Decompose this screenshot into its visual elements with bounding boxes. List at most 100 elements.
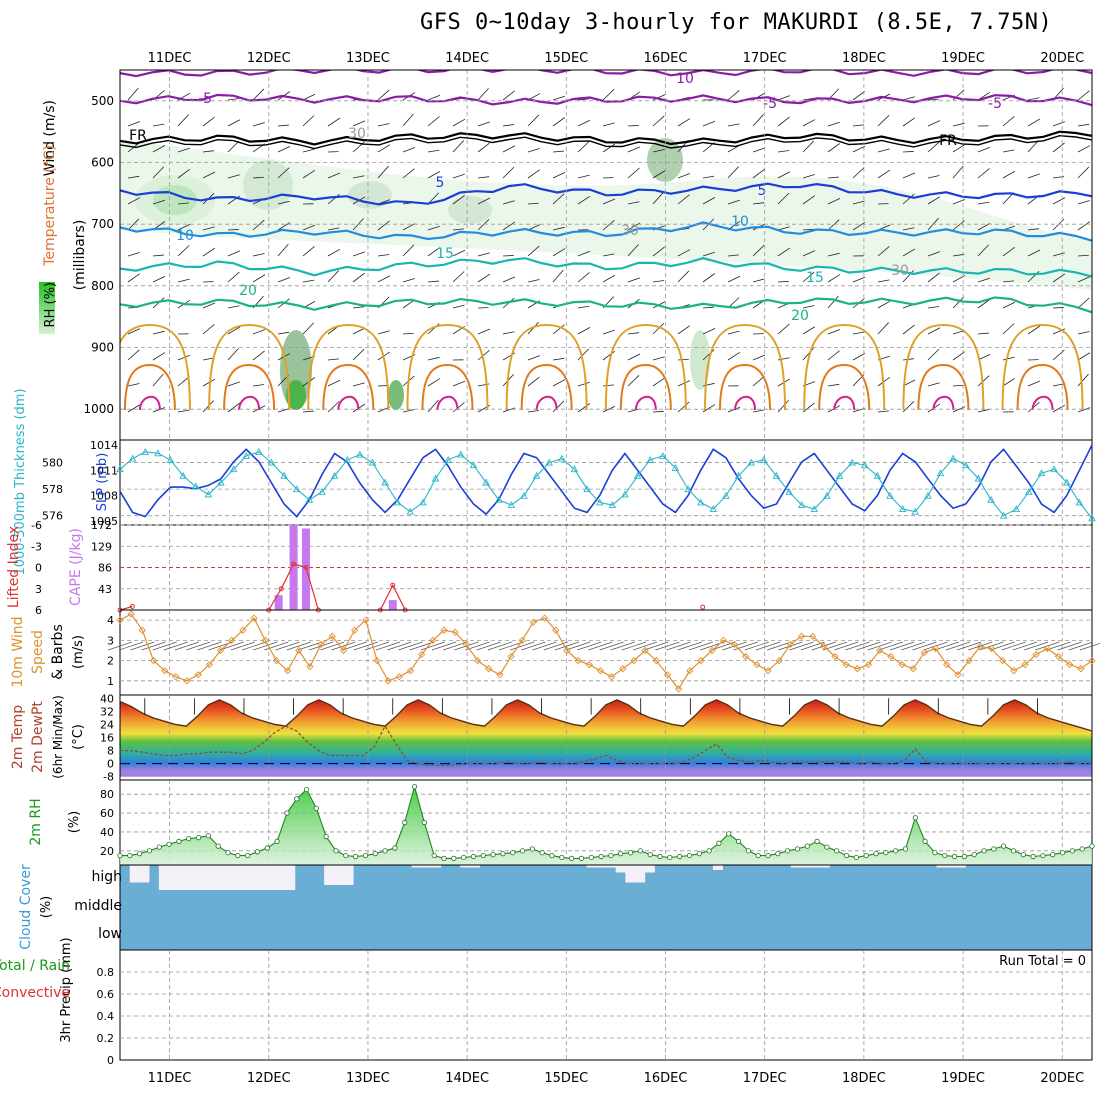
wind-barb-10m bbox=[845, 641, 870, 651]
wind-barb bbox=[477, 88, 489, 101]
thick-ylabel: 1000-500mb Thickness (dm) bbox=[13, 388, 28, 575]
wind-barb bbox=[127, 273, 141, 283]
wind-barb-10m bbox=[241, 641, 267, 651]
wind-barb bbox=[1027, 249, 1041, 257]
rh-marker bbox=[647, 852, 653, 858]
rh-marker bbox=[804, 843, 810, 849]
wind-barb bbox=[452, 140, 464, 153]
thickness-marker bbox=[835, 471, 844, 479]
wind-barb bbox=[827, 383, 840, 387]
wind-barb bbox=[602, 122, 615, 127]
rh-marker bbox=[421, 819, 427, 826]
wind-barb bbox=[852, 331, 865, 335]
wind10-marker bbox=[540, 614, 549, 622]
wind-barb-10m bbox=[364, 641, 390, 651]
contour-label: -5 bbox=[988, 96, 1002, 112]
wind-barb bbox=[427, 225, 440, 231]
wind-barb bbox=[252, 176, 264, 179]
wind-barb bbox=[1002, 377, 1016, 387]
precip-label-total: Total / Rain bbox=[0, 958, 70, 974]
wind-ylabel-2: Speed bbox=[30, 630, 46, 674]
wind-barb bbox=[502, 200, 515, 205]
wind-barb-10m bbox=[521, 641, 546, 651]
wind-barb bbox=[752, 114, 764, 127]
li-left-tick: 6 bbox=[35, 604, 42, 617]
rh-marker bbox=[303, 786, 310, 793]
wind-barb-10m bbox=[733, 641, 758, 651]
wind-barb bbox=[377, 220, 390, 231]
isotherm-lobe bbox=[337, 395, 360, 411]
wind10-marker bbox=[272, 656, 281, 665]
rh-marker bbox=[519, 848, 526, 854]
wind-barb bbox=[952, 253, 965, 257]
wind-barb bbox=[302, 115, 315, 127]
wind-barb bbox=[302, 93, 316, 101]
rh-ylabel-1: 2m RH bbox=[28, 798, 44, 845]
wind10-marker bbox=[1054, 652, 1063, 661]
wind-barb bbox=[727, 254, 740, 257]
wind10-marker bbox=[652, 656, 660, 665]
wind-barb bbox=[677, 401, 690, 413]
wind10-marker bbox=[295, 646, 303, 655]
wind-barb bbox=[202, 226, 215, 231]
wind-barb bbox=[252, 122, 265, 127]
wind-barb bbox=[202, 378, 216, 387]
rh-marker bbox=[971, 852, 977, 858]
wind-barb-10m bbox=[834, 641, 859, 651]
isotherm-line bbox=[120, 130, 1092, 146]
wind10-marker bbox=[440, 626, 448, 634]
temp-y-tick: 0 bbox=[107, 758, 114, 771]
wind-barb bbox=[977, 168, 990, 179]
cloud-high-bar bbox=[469, 865, 480, 868]
wind-barb bbox=[502, 145, 516, 153]
wind-barb bbox=[827, 329, 841, 335]
wind-barb-10m bbox=[577, 641, 602, 651]
wind-barb bbox=[752, 245, 765, 257]
wind-barb bbox=[577, 119, 591, 127]
wind10-marker bbox=[395, 673, 403, 681]
wind-barb bbox=[477, 121, 490, 127]
wind-barb bbox=[652, 411, 664, 413]
wind-barb bbox=[902, 172, 916, 179]
wind10-marker bbox=[1032, 650, 1040, 659]
wind-barb bbox=[902, 96, 915, 101]
wind-barb bbox=[802, 402, 815, 413]
isotherm-lobe bbox=[238, 395, 261, 411]
wind-barb bbox=[302, 246, 315, 257]
isotherm-lobe bbox=[138, 395, 161, 411]
rh-marker bbox=[382, 848, 388, 854]
rh-marker bbox=[205, 833, 211, 839]
bottom-day-label: 17DEC bbox=[743, 1071, 787, 1086]
wind-barb bbox=[627, 353, 641, 361]
thickness-marker bbox=[292, 485, 301, 493]
wind-barb bbox=[352, 382, 365, 387]
wind-barb-10m bbox=[1024, 641, 1049, 651]
wind-barb bbox=[727, 351, 741, 361]
cloud-high-bar bbox=[635, 865, 646, 883]
rh-marker bbox=[294, 796, 300, 802]
wind-barb bbox=[952, 199, 966, 205]
temp-y-tick: -8 bbox=[103, 771, 114, 784]
contour-label: FR bbox=[939, 133, 957, 149]
wind-barb bbox=[652, 115, 665, 127]
isotherm-lobe bbox=[719, 363, 772, 411]
wind-barb bbox=[527, 279, 540, 283]
wind-barb-10m bbox=[286, 641, 311, 651]
wind-barb-10m bbox=[308, 641, 334, 651]
rh-marker bbox=[284, 810, 290, 816]
wind-barb bbox=[1027, 173, 1040, 179]
thickness-marker bbox=[595, 498, 604, 506]
wind-barb-10m bbox=[867, 641, 892, 651]
isotherm-lobe bbox=[833, 395, 856, 411]
isotherm-line bbox=[120, 134, 1092, 150]
temp-y-tick: 8 bbox=[107, 745, 114, 758]
wind10-marker bbox=[507, 652, 515, 661]
wind-barb-10m bbox=[376, 641, 401, 651]
wind-barb bbox=[1027, 97, 1040, 101]
thickness-marker bbox=[911, 507, 920, 515]
cloud-high-bar bbox=[421, 865, 432, 868]
upper-y-tick: 1000 bbox=[83, 402, 114, 416]
rh-marker bbox=[362, 852, 369, 859]
temp-y-tick: 40 bbox=[100, 692, 114, 705]
thickness-marker bbox=[545, 458, 553, 466]
